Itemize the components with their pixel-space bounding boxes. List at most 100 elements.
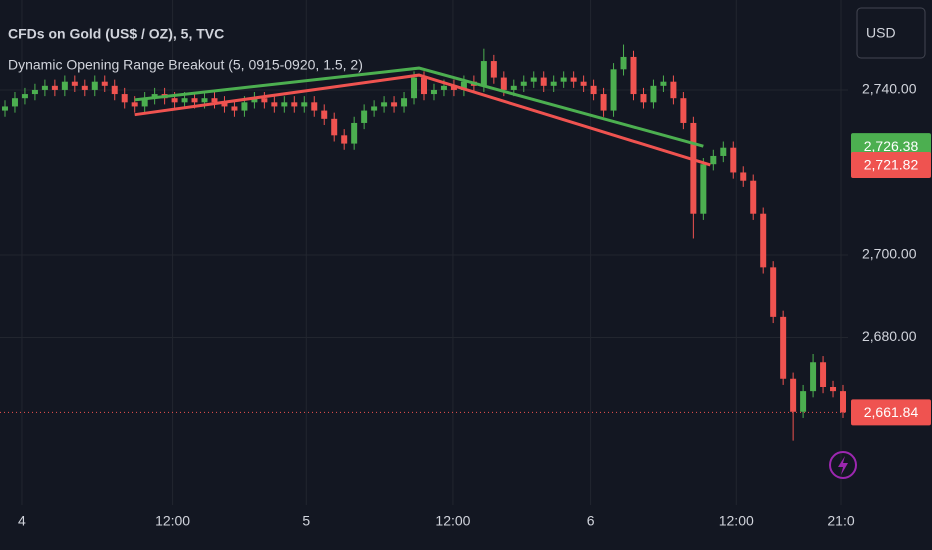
- x-tick-label: 21:0: [827, 513, 854, 529]
- candle-body: [430, 89, 437, 95]
- candle-body: [221, 102, 228, 107]
- candle-body: [81, 85, 88, 90]
- candle-body: [381, 102, 388, 107]
- candle-body: [231, 106, 238, 111]
- candle-body: [401, 98, 408, 107]
- candle-body: [690, 122, 697, 214]
- candle-body: [31, 89, 38, 95]
- price-axis: 2,740.00 2,700.00 2,680.00 4 12:00 5 12:00 6 12:…: [18, 81, 931, 529]
- y-tick-label: 2,680.00: [862, 328, 917, 344]
- alert-icon[interactable]: [829, 451, 857, 479]
- candle-body: [780, 316, 787, 379]
- candle-body: [640, 94, 647, 103]
- candle-body: [510, 85, 517, 90]
- chart-title: CFDs on Gold (US$ / OZ), 5, TVC: [8, 26, 224, 42]
- candle-body: [341, 135, 348, 144]
- candle-body: [810, 362, 817, 392]
- candle-body: [51, 85, 58, 90]
- candle-body: [540, 77, 547, 86]
- candle-body: [261, 98, 268, 103]
- candle-body: [500, 77, 507, 90]
- candle-body: [371, 106, 378, 111]
- candle-body: [520, 81, 527, 86]
- x-tick-label: 12:00: [719, 513, 754, 529]
- candle-body: [730, 147, 737, 173]
- candle-body: [460, 81, 467, 90]
- candle-body: [760, 213, 767, 268]
- indicator-line: [134, 73, 711, 167]
- candle-body: [171, 98, 178, 103]
- candle-body: [311, 102, 318, 111]
- candle-body: [450, 85, 457, 90]
- candle-body: [121, 94, 128, 103]
- candle-body: [790, 378, 797, 412]
- candle-body: [101, 81, 108, 86]
- currency-label[interactable]: USD: [866, 25, 896, 41]
- candle-body: [91, 81, 98, 90]
- candle-body: [680, 98, 687, 123]
- candle-body: [770, 267, 777, 317]
- currency-button[interactable]: [856, 7, 926, 59]
- indicator-legend: Dynamic Opening Range Breakout (5, 0915-…: [8, 57, 363, 73]
- candle-body: [630, 56, 637, 95]
- candle-body: [201, 98, 208, 103]
- candle-body: [41, 85, 48, 90]
- candle-body: [301, 102, 308, 107]
- candle-body: [620, 56, 627, 70]
- candle-body: [570, 77, 577, 82]
- candle-body: [840, 391, 847, 413]
- candle-body: [131, 102, 138, 107]
- candle-body: [241, 102, 248, 111]
- candle-body: [71, 81, 78, 86]
- candle-body: [411, 77, 418, 99]
- x-tick-label: 4: [18, 513, 26, 529]
- candle-body: [600, 94, 607, 111]
- candle-body: [440, 85, 447, 90]
- candle-body: [11, 98, 18, 107]
- candle-body: [720, 147, 727, 156]
- candle-body: [560, 77, 567, 82]
- candle-body: [530, 77, 537, 82]
- candle-body: [800, 391, 807, 412]
- price-tag-label: 2,726.38: [864, 138, 919, 154]
- price-tag: [851, 151, 931, 178]
- candle-body: [820, 362, 827, 388]
- price-tag-label: 2,661.84: [864, 404, 919, 420]
- candle-body: [660, 81, 667, 86]
- candle-body: [291, 102, 298, 107]
- x-tick-label: 12:00: [155, 513, 190, 529]
- candle-body: [610, 69, 617, 111]
- candle-body: [830, 387, 837, 392]
- plot: [0, 44, 848, 441]
- candle-body: [480, 61, 487, 86]
- candle-body: [550, 81, 557, 86]
- candle-body: [1, 106, 8, 111]
- candle-body: [580, 81, 587, 86]
- x-tick-label: 5: [302, 513, 310, 529]
- candle-body: [750, 180, 757, 214]
- candle-body: [271, 102, 278, 107]
- candle-body: [191, 98, 198, 103]
- candle-body: [141, 98, 148, 107]
- candle-body: [700, 164, 707, 214]
- candle-body: [740, 172, 747, 181]
- candle-body: [590, 85, 597, 95]
- candle-body: [361, 110, 368, 123]
- candle-body: [211, 98, 218, 103]
- candle-body: [331, 118, 338, 136]
- candle-body: [21, 94, 28, 99]
- candle-body: [490, 61, 497, 78]
- price-tag-label: 2,721.82: [864, 157, 919, 173]
- price-tag: [851, 399, 931, 426]
- candle-body: [351, 122, 358, 144]
- candle-body: [670, 81, 677, 99]
- y-tick-label: 2,700.00: [862, 246, 917, 262]
- candle-body: [421, 77, 427, 95]
- candle-body: [710, 155, 717, 165]
- candle-body: [181, 98, 188, 103]
- alert-bolt: [838, 456, 848, 475]
- candle-body: [391, 102, 398, 107]
- candle-body: [61, 81, 68, 90]
- candle-body: [111, 85, 118, 95]
